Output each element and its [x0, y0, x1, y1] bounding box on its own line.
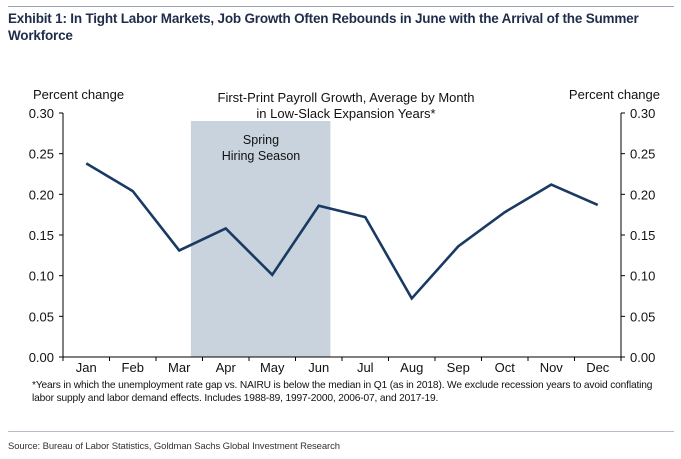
y-tick-label-left: 0.30	[29, 106, 54, 121]
x-tick-label: Sep	[447, 360, 470, 375]
y-tick-label-left: 0.15	[29, 228, 54, 243]
x-tick-label: Mar	[168, 360, 191, 375]
spring-hiring-shade	[190, 121, 331, 357]
y-tick-label-left: 0.05	[29, 309, 54, 324]
bottom-rule	[8, 431, 674, 432]
y-tick-label-left: 0.00	[29, 350, 54, 365]
chart-title: First-Print Payroll Growth, Average by M…	[218, 90, 475, 105]
exhibit-title: Exhibit 1: In Tight Labor Markets, Job G…	[8, 11, 639, 43]
y-axis-label-left: Percent change	[33, 87, 124, 102]
y-tick-label-right: 0.05	[630, 309, 655, 324]
x-tick-label: Apr	[216, 360, 237, 375]
footnote: *Years in which the unemployment rate ga…	[32, 380, 653, 404]
x-tick-label: Feb	[122, 360, 144, 375]
y-tick-label-left: 0.25	[29, 147, 54, 162]
y-tick-label-left: 0.20	[29, 187, 54, 202]
payroll-growth-line	[85, 162, 599, 301]
chart-subtitle: in Low-Slack Expansion Years*	[256, 106, 435, 121]
source-note: Source: Bureau of Labor Statistics, Gold…	[8, 441, 340, 452]
x-tick-label: May	[260, 360, 285, 375]
top-rule	[8, 6, 674, 7]
spring-label-line1: Spring	[243, 133, 279, 147]
x-tick-label: Oct	[495, 360, 516, 375]
y-tick-label-right: 0.00	[630, 350, 655, 365]
y-tick-label-right: 0.10	[630, 269, 655, 284]
y-tick-label-right: 0.30	[630, 106, 655, 121]
y-tick-label-left: 0.10	[29, 269, 54, 284]
y-tick-label-right: 0.15	[630, 228, 655, 243]
x-tick-label: Dec	[586, 360, 610, 375]
y-axis-label-right: Percent change	[569, 87, 660, 102]
spring-label-line2: Hiring Season	[222, 149, 301, 163]
x-tick-label: Jan	[76, 360, 97, 375]
x-tick-label: Nov	[540, 360, 564, 375]
y-tick-label-right: 0.20	[630, 187, 655, 202]
x-tick-label: Jul	[357, 360, 374, 375]
x-tick-label: Jun	[308, 360, 329, 375]
y-tick-label-right: 0.25	[630, 147, 655, 162]
x-tick-label: Aug	[400, 360, 423, 375]
